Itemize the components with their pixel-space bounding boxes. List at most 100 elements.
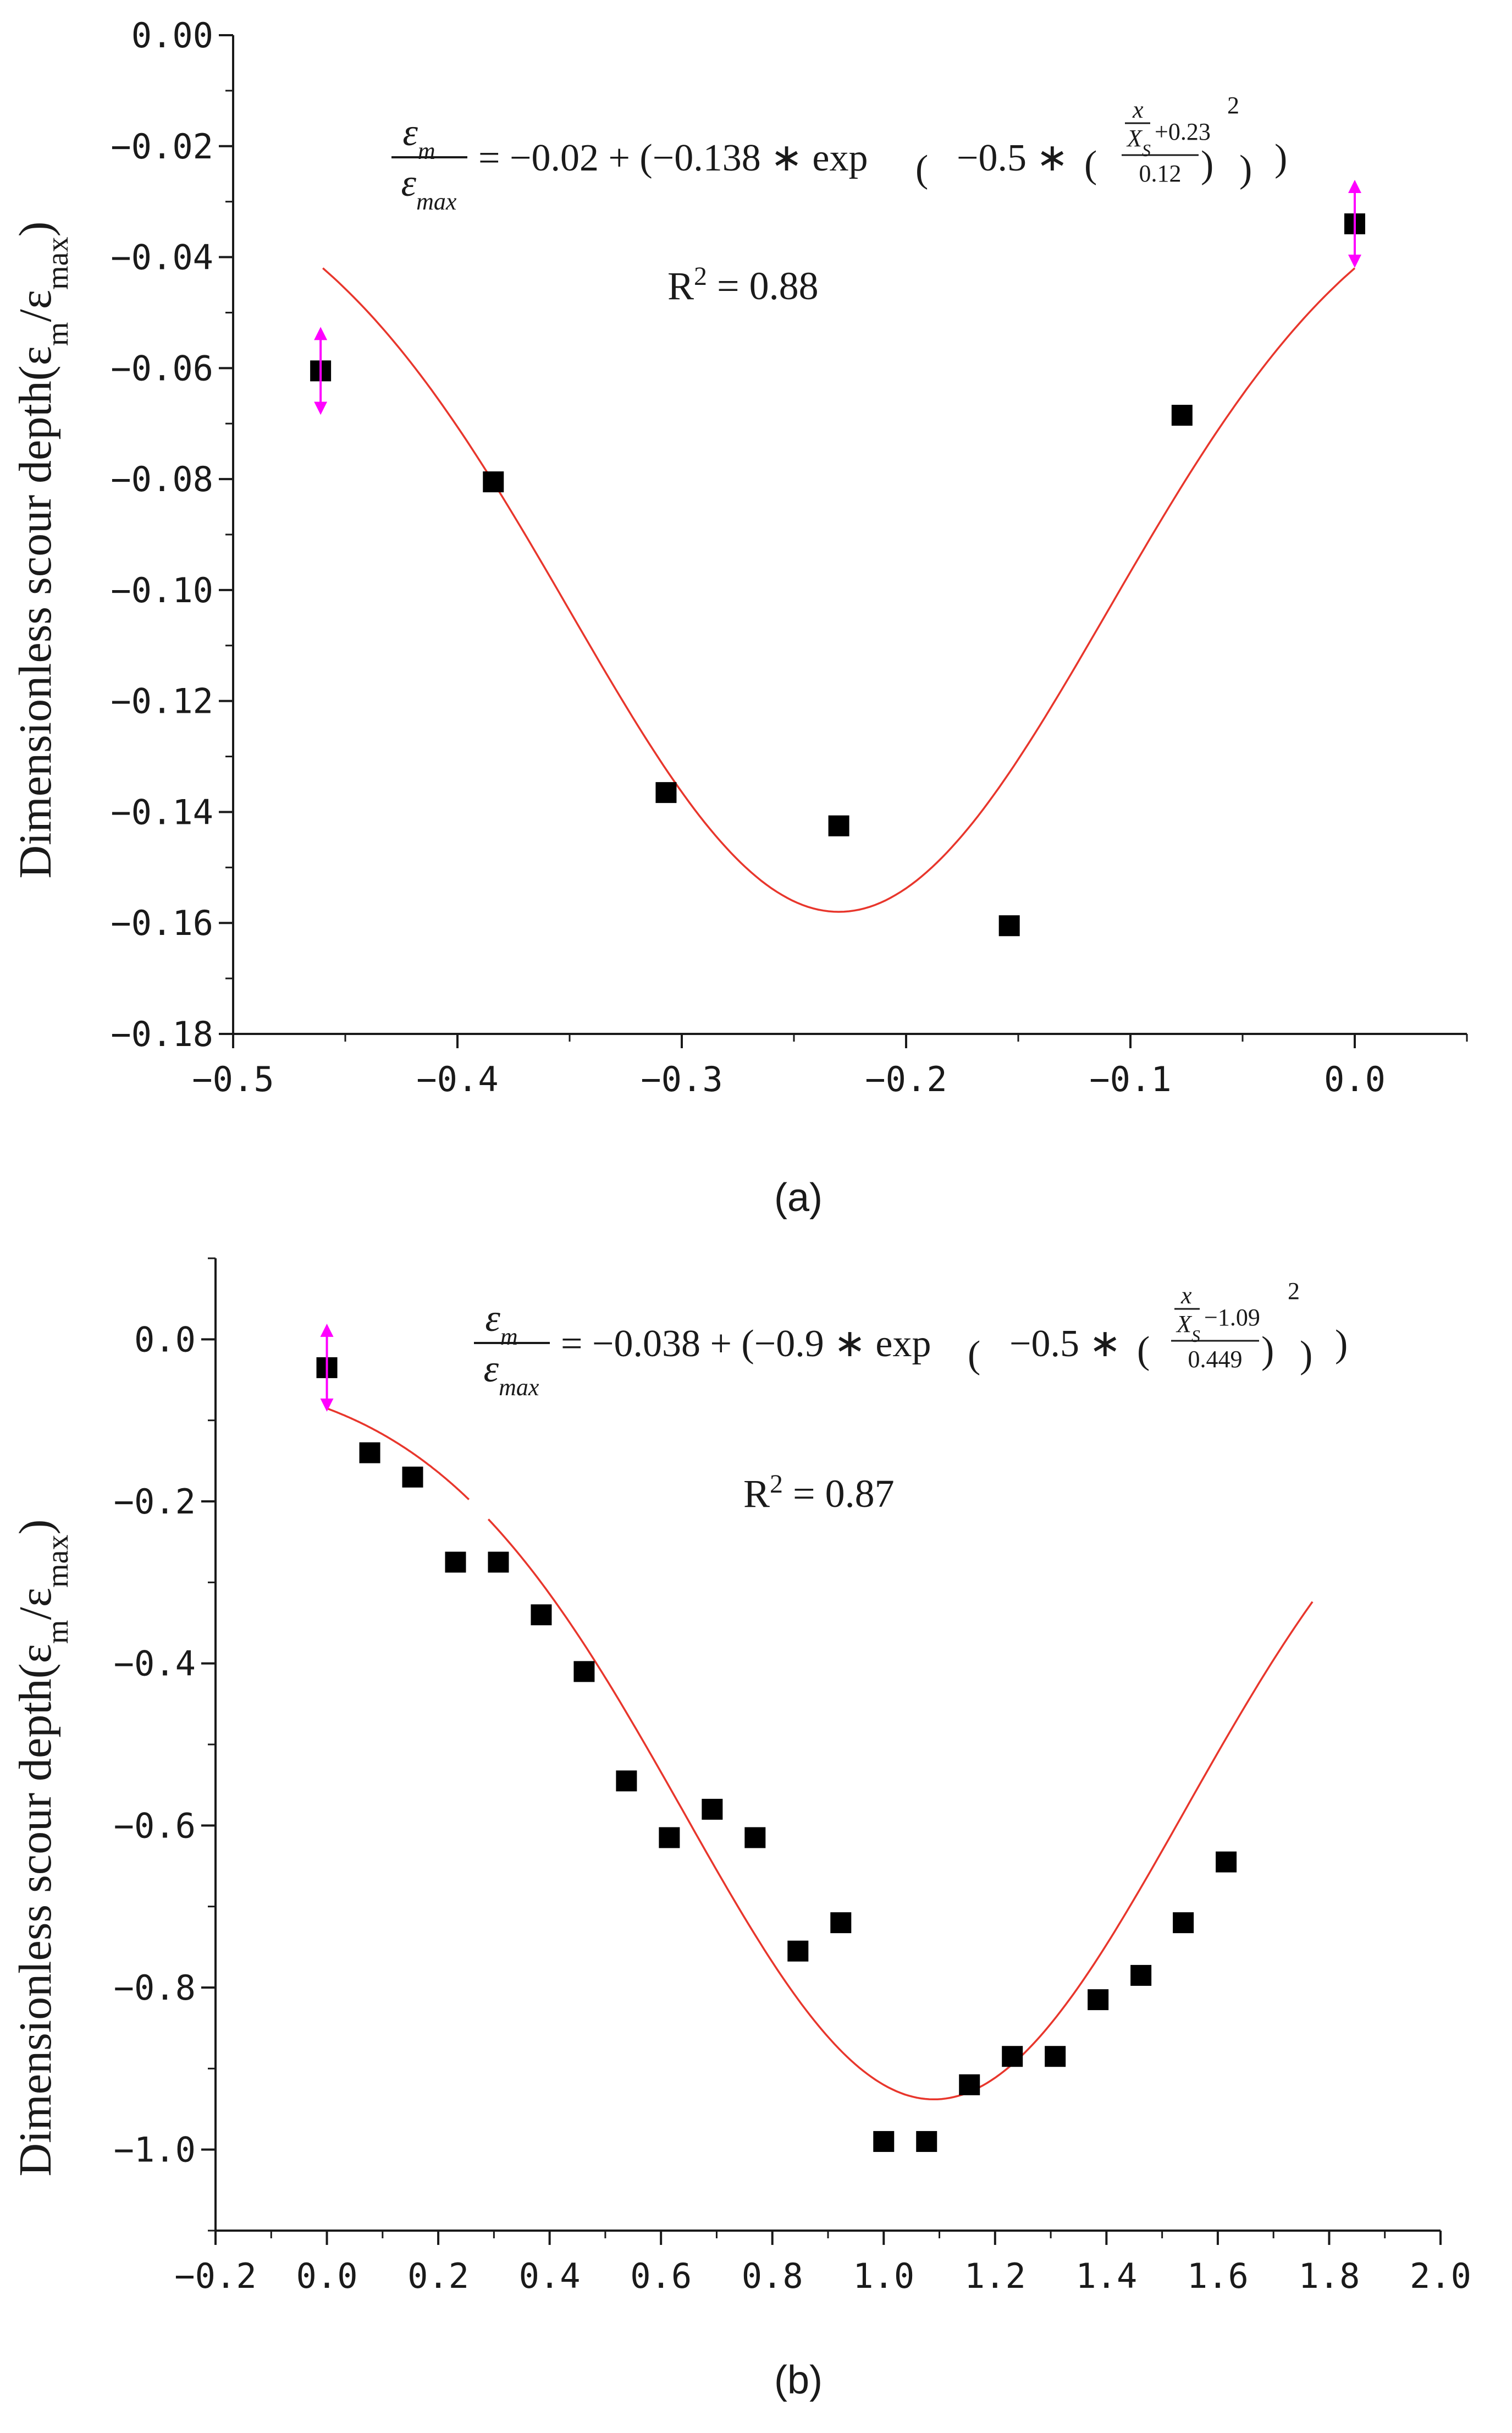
panel-b-data-point xyxy=(1088,1989,1109,2011)
svg-text:): ) xyxy=(1239,148,1252,190)
panel-a-y-tick-label: 0.00 xyxy=(131,15,213,56)
panel-b-x-tick-label: 0.6 xyxy=(630,2256,692,2296)
panel-a-fit-curve xyxy=(322,267,1356,913)
svg-text:= −0.038 + (−0.9 ∗ exp: = −0.038 + (−0.9 ∗ exp xyxy=(561,1323,931,1365)
panel-b-data-point xyxy=(488,1551,509,1573)
panel-b-x-tick-label: 1.0 xyxy=(853,2256,914,2296)
svg-text:εm: εm xyxy=(402,112,435,164)
svg-text:): ) xyxy=(1201,144,1213,186)
panel-a-x-tick-label: −0.1 xyxy=(1089,1059,1171,1099)
panel-b-x-tick-label: −0.2 xyxy=(174,2256,256,2296)
panel-a-data-point xyxy=(828,815,849,836)
panel-a-y-tick-label: −0.08 xyxy=(111,459,213,499)
panel-a-y-tick-label: −0.14 xyxy=(111,792,213,832)
svg-text:−0.5 ∗: −0.5 ∗ xyxy=(1009,1323,1121,1365)
panel-b-data-point xyxy=(916,2131,937,2152)
panel-b-data-point xyxy=(573,1661,595,1682)
panel-a-y-tick-label: −0.04 xyxy=(111,238,213,278)
panel-a-y-tick-label: −0.10 xyxy=(111,570,213,610)
panel-a-x-tick-label: −0.2 xyxy=(865,1059,947,1099)
panel-b-data-point xyxy=(1173,1912,1194,1934)
panel-a-data-point xyxy=(655,782,677,803)
panel-a-y-axis-label: Dimensionless scour depth(εm/εmax) xyxy=(10,221,75,878)
panel-a-fit-equation: εm εmax = −0.02 + (−0.138 ∗ exp ( −0.5 ∗… xyxy=(391,92,1287,215)
svg-text:(: ( xyxy=(915,148,928,190)
panel-a-points xyxy=(310,213,1365,937)
panel-b-axes: −0.2 0.0 0.2 0.4 0.6 0.8 1.0 1.2 1.4 1.6 1.8 2.0 0.0… xyxy=(114,1257,1471,2296)
panel-b-fit-equation: εm εmax = −0.038 + (−0.9 ∗ exp ( −0.5 ∗ … xyxy=(474,1278,1348,1401)
panel-a-x-tick-label: 0.0 xyxy=(1324,1059,1386,1099)
panel-b-x-tick-label: 1.2 xyxy=(964,2256,1026,2296)
panel-b-data-point xyxy=(1216,1851,1237,1873)
panel-a-y-tick-label: −0.18 xyxy=(111,1014,213,1054)
svg-text:εmax: εmax xyxy=(484,1348,539,1401)
panel-b-data-point xyxy=(1002,2046,1023,2067)
svg-text:−1.09: −1.09 xyxy=(1204,1304,1260,1331)
panel-b-data-point xyxy=(787,1940,809,1962)
panel-b-y-tick-label: −1.0 xyxy=(114,2130,196,2170)
panel-b-fit-curve xyxy=(487,1518,1314,2101)
panel-b-x-tick-label: 0.8 xyxy=(742,2256,803,2296)
panel-b-data-point xyxy=(616,1770,637,1792)
panel-b-data-point xyxy=(445,1551,466,1573)
panel-a-x-tick-label: −0.5 xyxy=(192,1059,274,1099)
panel-b-x-tick-label: 0.4 xyxy=(519,2256,581,2296)
panel-b-data-point xyxy=(359,1442,380,1463)
panel-a-x-tick-label: −0.3 xyxy=(641,1059,722,1099)
panel-a-fit xyxy=(322,267,1356,913)
panel-b-y-tick-label: −0.2 xyxy=(114,1482,196,1522)
svg-text:= −0.02 + (−0.138 ∗ exp: = −0.02 + (−0.138 ∗ exp xyxy=(478,137,868,179)
panel-b-data-point xyxy=(1130,1964,1152,1986)
panel-b-data-point xyxy=(531,1604,552,1626)
panel-a-data-point xyxy=(1171,405,1193,426)
panel-b-data-point xyxy=(659,1827,680,1848)
svg-text:): ) xyxy=(1335,1323,1348,1365)
panel-b-x-tick-label: 1.8 xyxy=(1298,2256,1360,2296)
panel-b-y-tick-label: −0.4 xyxy=(114,1644,196,1684)
panel-a-data-point xyxy=(998,915,1020,937)
svg-text:εm: εm xyxy=(485,1297,517,1350)
panel-a-axes: −0.5 −0.4 −0.3 −0.2 −0.1 0.0 0.00 −0.02 −0.04 −0.… xyxy=(111,15,1468,1099)
svg-text:0.449: 0.449 xyxy=(1188,1346,1243,1373)
svg-text:(: ( xyxy=(968,1334,980,1376)
svg-text:x: x xyxy=(1132,96,1144,123)
panel-a-y-tick-label: −0.06 xyxy=(111,348,213,388)
panel-b-data-point xyxy=(959,2074,980,2095)
panel-b-r-squared: R2 = 0.87 xyxy=(743,1469,895,1516)
panel-a-y-tick-label: −0.12 xyxy=(111,681,213,722)
svg-text:): ) xyxy=(1300,1334,1312,1376)
svg-text:2: 2 xyxy=(1288,1278,1300,1304)
svg-text:−0.5 ∗: −0.5 ∗ xyxy=(957,137,1068,179)
panel-b-y-axis-label: Dimensionless scour depth(εm/εmax) xyxy=(10,1519,75,2176)
panel-a: −0.5 −0.4 −0.3 −0.2 −0.1 0.0 0.00 −0.02 −0.04 −0.… xyxy=(10,15,1468,1220)
panel-b-y-tick-label: −0.6 xyxy=(114,1806,196,1846)
svg-text:(: ( xyxy=(1084,144,1097,186)
panel-a-y-tick-label: −0.02 xyxy=(111,126,213,167)
svg-text:0.12: 0.12 xyxy=(1139,160,1182,187)
panel-a-caption: (a) xyxy=(774,1176,823,1220)
panel-a-y-tick-label: −0.16 xyxy=(111,903,213,943)
panel-b-data-point xyxy=(702,1798,723,1820)
panel-b-caption: (b) xyxy=(774,2358,823,2402)
panel-a-data-point xyxy=(483,471,504,493)
panel-b-y-tick-label: 0.0 xyxy=(134,1319,196,1359)
svg-text:): ) xyxy=(1261,1329,1274,1372)
panel-b-x-tick-label: 1.6 xyxy=(1187,2256,1249,2296)
panel-b-x-tick-label: 1.4 xyxy=(1075,2256,1137,2296)
panel-b-x-tick-label: 0.2 xyxy=(407,2256,469,2296)
panel-b-data-point xyxy=(830,1912,852,1934)
panel-a-x-tick-label: −0.4 xyxy=(416,1059,498,1099)
panel-a-r-squared: R2 = 0.88 xyxy=(667,262,819,309)
panel-b-data-point xyxy=(873,2131,895,2152)
panel-b-y-tick-label: −0.8 xyxy=(114,1968,196,2008)
panel-b: −0.2 0.0 0.2 0.4 0.6 0.8 1.0 1.2 1.4 1.6 1.8 2.0 0.0… xyxy=(10,1257,1471,2402)
panel-b-data-point xyxy=(402,1466,423,1488)
svg-text:+0.23: +0.23 xyxy=(1155,118,1211,145)
svg-text:(: ( xyxy=(1137,1329,1150,1372)
svg-text:): ) xyxy=(1274,137,1287,179)
panel-a-arrows xyxy=(314,180,1361,415)
panel-b-x-tick-label: 0.0 xyxy=(296,2256,358,2296)
panel-b-x-tick-label: 2.0 xyxy=(1410,2256,1471,2296)
svg-text:x: x xyxy=(1180,1282,1192,1309)
